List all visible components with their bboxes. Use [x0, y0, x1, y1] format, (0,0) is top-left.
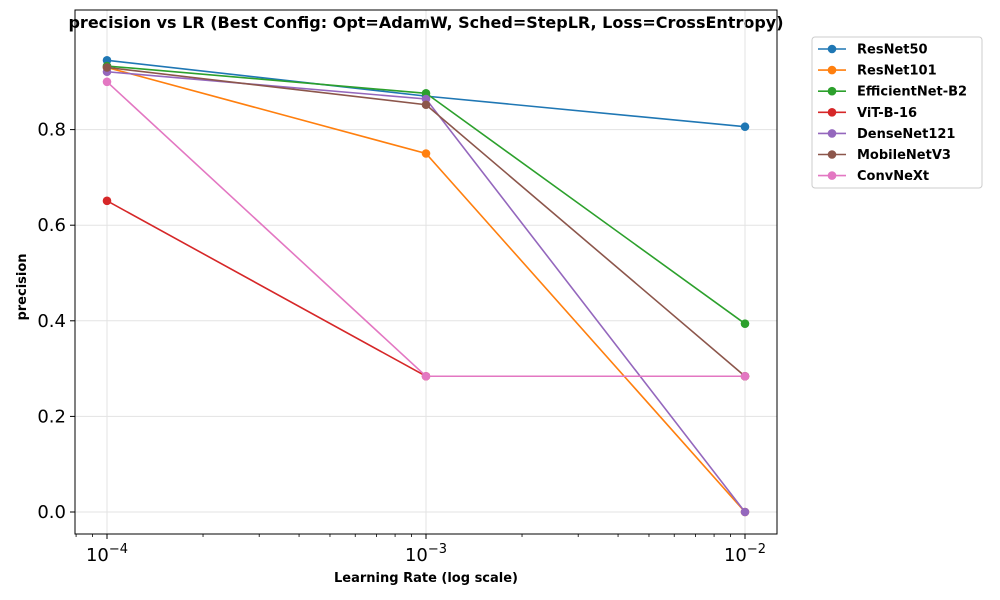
- legend-marker-resnet50: [827, 44, 837, 54]
- series-lines: [102, 55, 750, 517]
- data-point-convnext: [740, 371, 750, 381]
- legend-label-efficientnet-b2: EfficientNet-B2: [857, 85, 967, 100]
- data-point-efficientnet-b2: [740, 319, 750, 328]
- legend-marker-densenet121: [827, 129, 837, 138]
- legend-marker-resnet101: [827, 65, 837, 75]
- y-axis-label: precision: [15, 253, 30, 320]
- legend-label-convnext: ConvNeXt: [857, 169, 929, 184]
- legend-marker-efficientnet-b2: [827, 86, 837, 96]
- legend-marker-vit-b-16: [827, 108, 837, 117]
- y-tick-label: 0.2: [37, 406, 66, 427]
- legend-label-mobilenetv3: MobileNetV3: [857, 148, 951, 163]
- data-point-convnext: [102, 77, 112, 87]
- legend-marker-convnext: [827, 171, 837, 180]
- x-tick-label: 10−2: [724, 542, 766, 566]
- y-tick-label: 0.6: [37, 215, 66, 236]
- data-point-vit-b-16: [102, 196, 112, 206]
- legend-label-resnet50: ResNet50: [857, 43, 928, 58]
- grid-lines: [75, 10, 777, 534]
- x-tick-label: 10−3: [405, 542, 447, 566]
- data-point-densenet121: [740, 507, 750, 517]
- x-axis-label: Learning Rate (log scale): [334, 571, 518, 586]
- legend-label-vit-b-16: ViT-B-16: [857, 106, 917, 121]
- axis-ticks: 0.0 0.2 0.4 0.6 0.8 10−4 10−3 10−2: [37, 120, 766, 566]
- plot-area-frame: [74, 9, 778, 535]
- legend-frame: [811, 36, 983, 189]
- y-tick-label: 0.0: [37, 502, 66, 523]
- legend-marker-mobilenetv3: [827, 150, 837, 159]
- data-point-convnext: [421, 371, 431, 381]
- legend: ResNet50 ResNet101 EfficientNet-B2 ViT-B-16…: [811, 36, 983, 189]
- data-point-mobilenetv3: [421, 100, 431, 110]
- y-tick-label: 0.8: [37, 120, 66, 141]
- y-tick-label: 0.4: [37, 311, 66, 332]
- legend-label-densenet121: DenseNet121: [857, 127, 955, 142]
- legend-label-resnet101: ResNet101: [857, 64, 937, 79]
- data-point-resnet101: [421, 149, 431, 158]
- data-point-mobilenetv3: [102, 63, 112, 72]
- data-point-resnet50: [740, 122, 750, 132]
- x-tick-label: 10−4: [86, 542, 128, 566]
